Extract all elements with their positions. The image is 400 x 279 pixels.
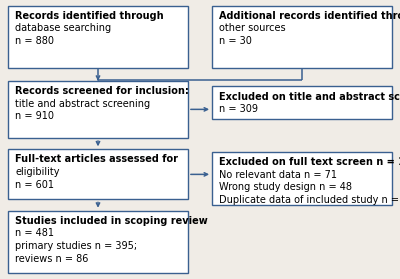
Text: reviews n = 86: reviews n = 86: [15, 254, 88, 264]
Text: Additional records identified through: Additional records identified through: [219, 11, 400, 21]
Text: Records identified through: Records identified through: [15, 11, 164, 21]
Text: other sources: other sources: [219, 23, 286, 33]
FancyBboxPatch shape: [8, 6, 188, 68]
FancyBboxPatch shape: [212, 152, 392, 205]
FancyBboxPatch shape: [212, 6, 392, 68]
Text: n = 601: n = 601: [15, 180, 54, 189]
FancyBboxPatch shape: [8, 211, 188, 273]
FancyBboxPatch shape: [8, 81, 188, 138]
Text: primary studies n = 395;: primary studies n = 395;: [15, 241, 137, 251]
Text: n = 309: n = 309: [219, 104, 258, 114]
Text: eligibility: eligibility: [15, 167, 60, 177]
Text: Records screened for inclusion:: Records screened for inclusion:: [15, 86, 189, 96]
Text: title and abstract screening: title and abstract screening: [15, 98, 150, 109]
Text: Wrong study design n = 48: Wrong study design n = 48: [219, 182, 352, 192]
Text: n = 481: n = 481: [15, 228, 54, 238]
FancyBboxPatch shape: [212, 86, 392, 119]
Text: Full-text articles assessed for: Full-text articles assessed for: [15, 154, 178, 164]
Text: n = 880: n = 880: [15, 36, 54, 46]
Text: n = 910: n = 910: [15, 111, 54, 121]
Text: n = 30: n = 30: [219, 36, 252, 46]
Text: Excluded on title and abstract screen: Excluded on title and abstract screen: [219, 92, 400, 102]
Text: Studies included in scoping review: Studies included in scoping review: [15, 216, 208, 226]
FancyBboxPatch shape: [8, 149, 188, 199]
Text: Duplicate data of included study n = 1: Duplicate data of included study n = 1: [219, 195, 400, 205]
Text: Excluded on full text screen n = 120: Excluded on full text screen n = 120: [219, 157, 400, 167]
Text: database searching: database searching: [15, 23, 111, 33]
Text: No relevant data n = 71: No relevant data n = 71: [219, 170, 337, 180]
